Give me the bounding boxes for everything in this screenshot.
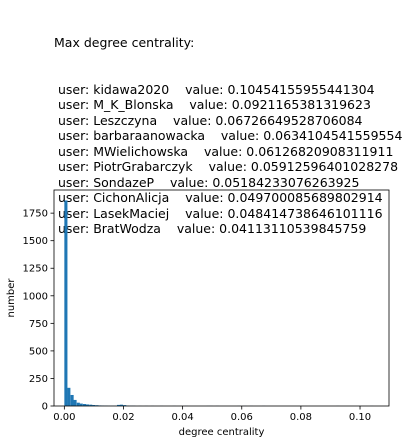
value-label: value:: [173, 112, 216, 128]
histogram-bar: [64, 200, 68, 406]
y-tick-label: 1250: [23, 264, 48, 275]
histogram-bar: [82, 404, 87, 406]
summary-entry: user: CichonAlicja value: 0.049700085689…: [54, 190, 403, 206]
summary-entry: user: PiotrGrabarczyk value: 0.059125964…: [54, 159, 403, 175]
x-tick-label: 0.00: [53, 412, 75, 423]
value-number: 0.10454155955441304: [227, 81, 375, 97]
user-name: LasekMaciej: [93, 205, 170, 221]
y-tick-label: 250: [29, 374, 48, 385]
summary-entry: user: kidawa2020 value: 0.10454155955441…: [54, 82, 403, 98]
value-number: 0.06726649528706084: [215, 112, 363, 128]
user-name: kidawa2020: [93, 81, 170, 97]
y-tick-label: 750: [29, 319, 48, 330]
histogram-bar: [92, 405, 96, 406]
value-number: 0.049700085689802914: [227, 190, 383, 205]
histogram-bar: [79, 403, 83, 406]
centrality-summary: Max degree centrality: user: kidawa2020 …: [54, 4, 403, 252]
y-tick-label: 0: [42, 402, 48, 413]
value-number: 0.05184233076263925: [212, 174, 360, 190]
value-label: value:: [203, 143, 247, 159]
x-tick-label: 0.08: [290, 412, 312, 423]
histogram-bar: [85, 404, 90, 406]
y-tick-label: 500: [29, 346, 48, 357]
value-label: value:: [208, 159, 251, 174]
x-tick-label: 0.02: [112, 412, 134, 423]
user-label: user:: [54, 159, 94, 174]
value-number: 0.048414738646101116: [227, 205, 383, 221]
user-name: BratWodza: [93, 221, 161, 236]
x-axis-label: degree centrality: [179, 427, 265, 438]
user-name: PiotrGrabarczyk: [93, 159, 193, 174]
user-label: user:: [54, 112, 94, 128]
y-tick-label: 1750: [23, 209, 48, 220]
histogram-bar: [76, 402, 80, 406]
user-name: M_K_Blonska: [93, 97, 174, 112]
value-label: value:: [189, 97, 232, 112]
user-name: CichonAlicja: [93, 190, 170, 205]
value-label: value:: [185, 205, 228, 221]
histogram-bar: [123, 405, 127, 406]
value-number: 0.06341045415595545: [263, 128, 403, 143]
summary-entry: user: M_K_Blonska value: 0.0921165381319…: [54, 97, 403, 113]
y-tick-label: 1500: [23, 236, 48, 247]
value-number: 0.04113110539845759: [219, 221, 367, 236]
value-label: value:: [176, 221, 220, 236]
user-label: user:: [54, 97, 94, 112]
value-label: value:: [220, 128, 264, 143]
histogram-bar: [70, 394, 74, 406]
summary-entry: user: MWielichowska value: 0.06126820908…: [54, 144, 403, 160]
user-label: user:: [54, 174, 94, 190]
x-tick-label: 0.10: [349, 412, 371, 423]
summary-entry: user: barbaraanowacka value: 0.063410454…: [54, 128, 403, 144]
value-label: value:: [185, 81, 228, 97]
x-tick-label: 0.06: [231, 412, 253, 423]
histogram-bar: [67, 387, 71, 406]
summary-entry: user: Leszczyna value: 0.067266495287060…: [54, 113, 403, 129]
user-name: MWielichowska: [93, 143, 189, 159]
value-label: value:: [170, 174, 213, 190]
summary-entry: user: SondazeP value: 0.0518423307626392…: [54, 175, 403, 191]
histogram-bar: [119, 404, 124, 406]
user-name: Leszczyna: [93, 112, 158, 128]
user-label: user:: [54, 81, 94, 97]
histogram-bar: [116, 404, 121, 406]
summary-entry: user: LasekMaciej value: 0.0484147386461…: [54, 206, 403, 222]
y-axis-label: number: [6, 278, 17, 318]
summary-entries: user: kidawa2020 value: 0.10454155955441…: [54, 82, 403, 237]
histogram-bar: [89, 404, 93, 406]
user-name: barbaraanowacka: [93, 128, 205, 143]
x-tick-label: 0.04: [171, 412, 193, 423]
plot-frame: [53, 189, 390, 407]
value-number: 0.06126820908311911: [246, 143, 394, 159]
value-label: value:: [185, 190, 228, 205]
value-number: 0.0921165381319623: [231, 97, 371, 112]
user-label: user:: [54, 128, 94, 143]
histogram-bar: [73, 399, 77, 406]
summary-title: Max degree centrality:: [54, 35, 195, 50]
user-label: user:: [54, 143, 94, 159]
y-tick-label: 1000: [23, 291, 48, 302]
user-name: SondazeP: [93, 174, 155, 190]
value-number: 0.05912596401028278: [250, 159, 399, 174]
